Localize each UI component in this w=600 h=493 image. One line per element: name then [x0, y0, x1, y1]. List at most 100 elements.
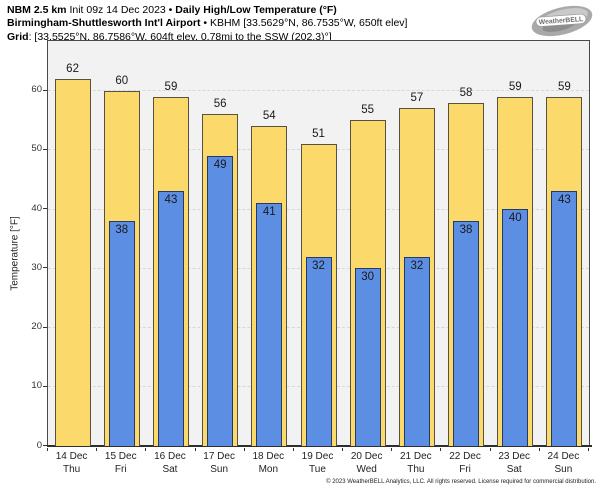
low-value-label: 40	[508, 212, 522, 224]
y-axis-tick	[43, 385, 47, 387]
y-tick-label: 50	[31, 143, 42, 155]
low-value-label: 49	[213, 159, 227, 171]
x-tick-label: 15 Dec Fri	[96, 451, 145, 476]
x-tick-date: 23 Dec	[498, 451, 531, 462]
x-tick-label: 24 Dec Sun	[539, 451, 588, 476]
x-axis-tick	[342, 448, 344, 451]
weatherbell-logo-text: WeatherBELL	[539, 16, 584, 26]
y-axis-tick	[43, 267, 47, 269]
x-axis-tick	[588, 448, 589, 451]
x-tick-label: 17 Dec Sun	[195, 451, 244, 476]
x-tick-date: 15 Dec	[104, 451, 137, 462]
y-axis-tick	[43, 445, 47, 446]
high-value-label: 55	[361, 104, 375, 116]
low-value-label: 41	[262, 206, 276, 218]
x-tick-label: 23 Dec Sat	[490, 451, 539, 476]
low-value-label: 43	[164, 194, 178, 206]
low-value-label: 38	[115, 224, 129, 236]
x-tick-label: 21 Dec Thu	[391, 451, 440, 476]
y-tick-label: 30	[31, 261, 42, 273]
x-tick-weekday: Fri	[459, 463, 471, 475]
low-value-label: 32	[312, 260, 325, 272]
y-axis-tick	[43, 208, 47, 210]
x-tick-weekday: Sat	[506, 463, 522, 475]
x-tick-date: 16 Dec	[154, 451, 186, 462]
low-bar	[354, 268, 381, 446]
high-value-label: 57	[410, 92, 424, 104]
station-name: Birmingham-Shuttlesworth Int'l Airport	[7, 17, 201, 30]
init-time: Init 09z 14 Dec 2023 •	[66, 4, 176, 16]
low-bar	[207, 156, 234, 446]
x-tick-weekday: Thu	[407, 463, 425, 475]
x-tick-weekday: Wed	[356, 463, 377, 475]
x-axis-tick	[391, 448, 393, 451]
x-axis-tick	[47, 448, 48, 451]
high-value-label: 54	[262, 110, 276, 122]
y-tick-label: 20	[31, 321, 42, 333]
plot-area: 62 60 38 59 43 56 49 54 41 51 32 55 30 57 32 58 38 59 40 59…	[47, 40, 592, 447]
chart-title: Daily High/Low Temperature (°F)	[175, 4, 337, 16]
weatherbell-logo: WeatherBELL	[531, 5, 593, 37]
high-value-label: 56	[213, 98, 227, 110]
x-tick-weekday: Sun	[210, 463, 229, 475]
x-tick-date: 21 Dec	[400, 451, 432, 462]
x-axis-tick	[489, 448, 491, 451]
x-tick-weekday: Mon	[258, 463, 279, 475]
model-name: NBM 2.5 km	[7, 4, 67, 16]
y-axis-tick	[43, 326, 47, 328]
x-axis-tick	[194, 448, 196, 451]
low-bar	[453, 221, 480, 446]
header-line-3: Grid: [33.5525°N, 86.7586°W, 604ft elev,…	[7, 31, 407, 44]
chart-header: NBM 2.5 km Init 09z 14 Dec 2023 • Daily …	[7, 4, 407, 44]
x-tick-label: 16 Dec Sat	[145, 451, 194, 476]
low-bar	[256, 203, 283, 446]
y-axis-tick	[43, 89, 47, 91]
x-tick-date: 17 Dec	[203, 451, 235, 462]
high-value-label: 59	[558, 81, 571, 93]
low-bar	[305, 257, 332, 446]
x-tick-label: 19 Dec Tue	[293, 451, 342, 476]
x-tick-date: 20 Dec	[350, 451, 383, 462]
header-line-1: NBM 2.5 km Init 09z 14 Dec 2023 • Daily …	[7, 4, 407, 17]
y-axis-tick	[43, 148, 47, 150]
high-value-label: 58	[459, 87, 473, 99]
grid-label: Grid	[7, 30, 29, 43]
y-tick-label: 0	[36, 439, 42, 451]
x-axis-tick	[145, 448, 147, 451]
high-value-label: 51	[312, 128, 325, 140]
high-value-label: 62	[66, 63, 79, 75]
low-bar	[551, 191, 578, 446]
low-value-label: 38	[459, 224, 473, 236]
grid-coords: : [33.5525°N, 86.7586°W, 604ft elev, 0.7…	[28, 30, 332, 43]
x-axis-tick	[96, 448, 98, 451]
x-tick-date: 14 Dec	[55, 451, 88, 462]
x-tick-label: 20 Dec Wed	[342, 451, 391, 476]
x-tick-date: 24 Dec	[547, 451, 580, 462]
x-tick-date: 18 Dec	[252, 451, 285, 462]
x-tick-label: 18 Dec Mon	[244, 451, 293, 476]
high-value-label: 59	[508, 81, 522, 93]
low-bar	[403, 257, 430, 446]
x-tick-date: 22 Dec	[449, 451, 481, 462]
copyright-notice: © 2023 WeatherBELL Analytics, LLC. All r…	[326, 479, 596, 485]
x-tick-weekday: Sun	[554, 463, 573, 475]
high-bar	[54, 79, 91, 446]
high-value-label: 59	[164, 81, 178, 93]
x-tick-label: 14 Dec Thu	[47, 451, 96, 476]
x-axis-tick	[243, 448, 245, 451]
low-value-label: 43	[558, 194, 571, 206]
x-axis-line	[47, 445, 592, 447]
x-tick-date: 19 Dec	[301, 451, 334, 462]
header-line-2: Birmingham-Shuttlesworth Int'l Airport •…	[7, 17, 407, 30]
station-coords: • KBHM [33.5629°N, 86.7535°W, 650ft elev…	[200, 17, 408, 30]
x-axis-tick	[538, 448, 540, 451]
x-tick-weekday: Thu	[62, 463, 81, 475]
low-value-label: 30	[361, 271, 375, 283]
gridline	[48, 90, 589, 92]
x-axis-tick	[440, 448, 442, 451]
x-tick-label: 22 Dec Fri	[440, 451, 489, 476]
x-axis-tick	[292, 448, 294, 451]
low-bar	[157, 191, 184, 446]
y-tick-label: 40	[31, 202, 42, 214]
y-tick-label: 10	[31, 380, 42, 392]
